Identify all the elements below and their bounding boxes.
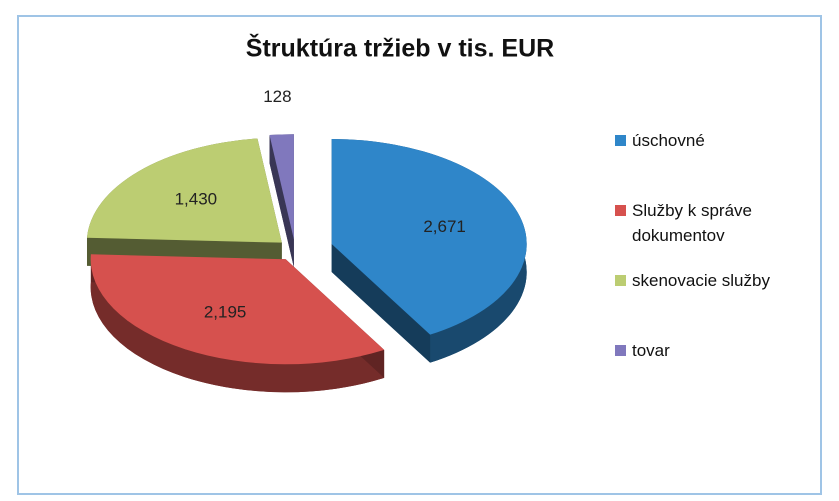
legend-swatch	[615, 205, 626, 216]
slice-radial-wall	[269, 135, 294, 268]
data-label: 128	[263, 87, 291, 106]
legend: úschovné Služby k správe dokumentov skenov…	[615, 128, 820, 408]
slice	[86, 138, 282, 243]
legend-swatch	[615, 345, 626, 356]
slice	[269, 134, 294, 240]
slice	[90, 254, 385, 365]
legend-item: tovar	[615, 338, 820, 408]
legend-label: tovar	[632, 341, 670, 360]
chart-title: Štruktúra tržieb v tis. EUR	[246, 33, 554, 63]
slice-tops: 2,671 2,195 1,430 128	[86, 87, 527, 365]
slice	[331, 139, 527, 335]
slice-radial-wall	[331, 244, 431, 363]
legend-swatch	[615, 275, 626, 286]
legend-item: úschovné	[615, 128, 820, 198]
data-label: 2,195	[204, 303, 247, 322]
legend-item: skenovacie služby	[615, 268, 820, 338]
legend-label: skenovacie služby	[632, 271, 770, 290]
legend-label: Služby k správe dokumentov	[632, 201, 752, 245]
legend-item: Služby k správe dokumentov	[615, 198, 820, 268]
legend-swatch	[615, 135, 626, 146]
legend-label: úschovné	[632, 131, 705, 150]
data-label: 1,430	[175, 189, 218, 208]
slice-outer-wall	[90, 254, 385, 393]
data-label: 2,671	[423, 217, 466, 236]
